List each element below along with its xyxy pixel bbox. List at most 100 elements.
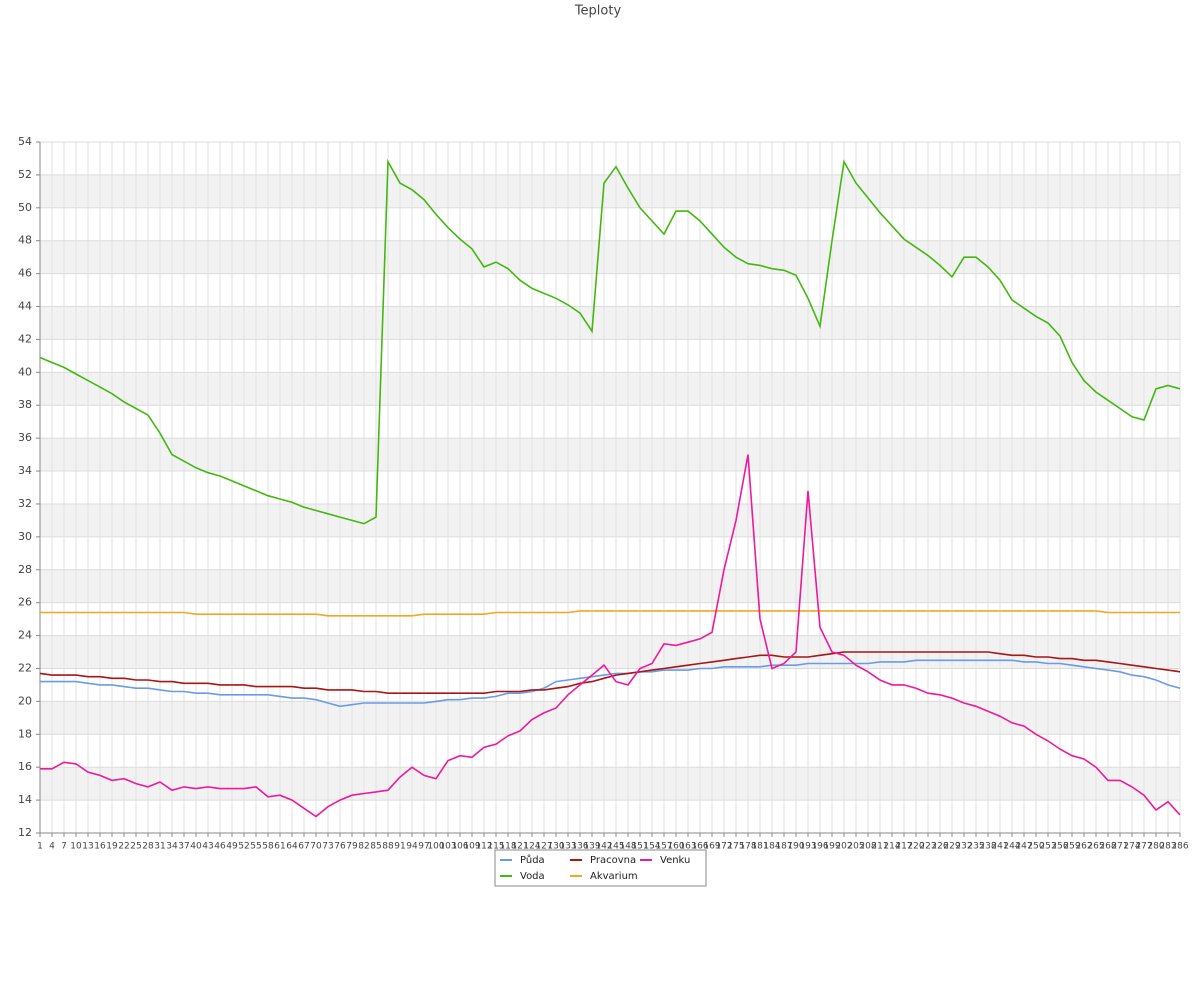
x-tick-label: 232 <box>955 842 972 852</box>
legend-label: Akvarium <box>590 871 638 882</box>
grid-band <box>40 174 1180 208</box>
x-tick-label: 154 <box>643 842 660 852</box>
x-tick-label: 253 <box>1039 842 1056 852</box>
x-tick-label: 286 <box>1171 842 1188 852</box>
legend-label: Voda <box>520 871 545 882</box>
x-tick-label: 1 <box>37 842 43 852</box>
series-line <box>40 454 1181 818</box>
x-tick-label: 85 <box>370 842 381 852</box>
y-tick-label: 30 <box>18 530 32 543</box>
x-tick-label: 106 <box>451 842 468 852</box>
x-tick-label: 262 <box>1075 842 1092 852</box>
x-tick-label: 52 <box>238 842 249 852</box>
legend-box <box>494 849 707 887</box>
y-tick-label: 46 <box>18 267 32 280</box>
y-tick-label: 22 <box>18 661 32 674</box>
y-tick-label: 54 <box>18 135 32 148</box>
x-tick-label: 271 <box>1111 842 1128 852</box>
x-tick-label: 55 <box>250 842 261 852</box>
x-tick-label: 256 <box>1051 842 1068 852</box>
x-tick-label: 139 <box>583 842 600 852</box>
x-tick-label: 130 <box>547 842 564 852</box>
x-tick-label: 238 <box>979 842 996 852</box>
x-tick-label: 133 <box>559 842 576 852</box>
y-tick-label: 42 <box>18 332 32 345</box>
x-tick-label: 79 <box>346 842 358 852</box>
x-tick-label: 157 <box>655 842 672 852</box>
x-tick-label: 196 <box>811 842 828 852</box>
y-tick-label: 32 <box>18 497 32 510</box>
y-tick-label: 50 <box>18 201 32 214</box>
grid-band <box>40 569 1180 603</box>
x-tick-label: 214 <box>883 842 900 852</box>
x-tick-label: 277 <box>1135 842 1152 852</box>
x-tick-label: 34 <box>166 842 178 852</box>
x-tick-label: 10 <box>70 842 82 852</box>
grid-band <box>40 635 1180 669</box>
x-tick-label: 31 <box>154 842 165 852</box>
x-tick-label: 94 <box>406 842 418 852</box>
x-tick-label: 118 <box>499 842 516 852</box>
x-tick-label: 121 <box>511 842 528 852</box>
x-tick-label: 73 <box>322 842 333 852</box>
x-tick-label: 226 <box>931 842 948 852</box>
x-tick-label: 82 <box>358 842 369 852</box>
grid-band <box>40 503 1180 537</box>
x-tick-label: 67 <box>298 842 309 852</box>
y-tick-label: 40 <box>18 365 32 378</box>
x-tick-label: 127 <box>535 842 552 852</box>
x-tick-label: 283 <box>1159 842 1176 852</box>
x-tick-label: 91 <box>394 842 405 852</box>
x-tick-label: 184 <box>763 842 780 852</box>
x-tick-label: 172 <box>715 842 732 852</box>
x-tick-label: 88 <box>382 842 394 852</box>
x-tick-label: 109 <box>463 842 480 852</box>
x-tick-label: 4 <box>49 842 55 852</box>
x-tick-label: 7 <box>61 842 67 852</box>
x-tick-label: 142 <box>595 842 612 852</box>
y-tick-label: 12 <box>18 826 32 839</box>
x-tick-label: 25 <box>130 842 141 852</box>
x-tick-label: 46 <box>214 842 226 852</box>
x-tick-label: 22 <box>118 842 129 852</box>
x-tick-label: 190 <box>787 842 804 852</box>
x-tick-label: 235 <box>967 842 984 852</box>
x-tick-label: 229 <box>943 842 960 852</box>
x-tick-label: 178 <box>739 842 756 852</box>
x-tick-label: 187 <box>775 842 792 852</box>
x-tick-label: 223 <box>919 842 936 852</box>
x-tick-label: 112 <box>475 842 492 852</box>
x-tick-label: 241 <box>991 842 1008 852</box>
grid-band <box>40 438 1180 472</box>
legend-label: Venku <box>660 855 690 866</box>
y-tick-label: 24 <box>18 629 32 642</box>
y-tick-label: 44 <box>18 300 32 313</box>
y-tick-label: 18 <box>18 727 32 740</box>
series-line <box>39 158 1181 525</box>
x-tick-label: 16 <box>94 842 106 852</box>
y-tick-label: 48 <box>18 234 32 247</box>
x-tick-label: 259 <box>1063 842 1080 852</box>
y-tick-label: 38 <box>18 398 32 411</box>
x-tick-label: 202 <box>835 842 852 852</box>
x-tick-label: 175 <box>727 842 744 852</box>
x-tick-label: 181 <box>751 842 768 852</box>
x-tick-label: 280 <box>1147 842 1164 852</box>
x-tick-label: 61 <box>274 842 285 852</box>
grid-band <box>40 701 1180 735</box>
x-tick-label: 13 <box>82 842 93 852</box>
x-tick-label: 70 <box>310 842 322 852</box>
x-tick-label: 145 <box>607 842 624 852</box>
x-tick-label: 217 <box>895 842 912 852</box>
x-tick-label: 100 <box>427 842 444 852</box>
x-tick-label: 115 <box>487 842 504 852</box>
x-tick-label: 28 <box>142 842 154 852</box>
series-line <box>39 651 1181 694</box>
x-tick-label: 166 <box>691 842 708 852</box>
x-tick-label: 148 <box>619 842 636 852</box>
x-tick-label: 19 <box>106 842 118 852</box>
y-tick-label: 26 <box>18 596 32 609</box>
x-tick-label: 160 <box>667 842 684 852</box>
y-tick-label: 28 <box>18 563 32 576</box>
